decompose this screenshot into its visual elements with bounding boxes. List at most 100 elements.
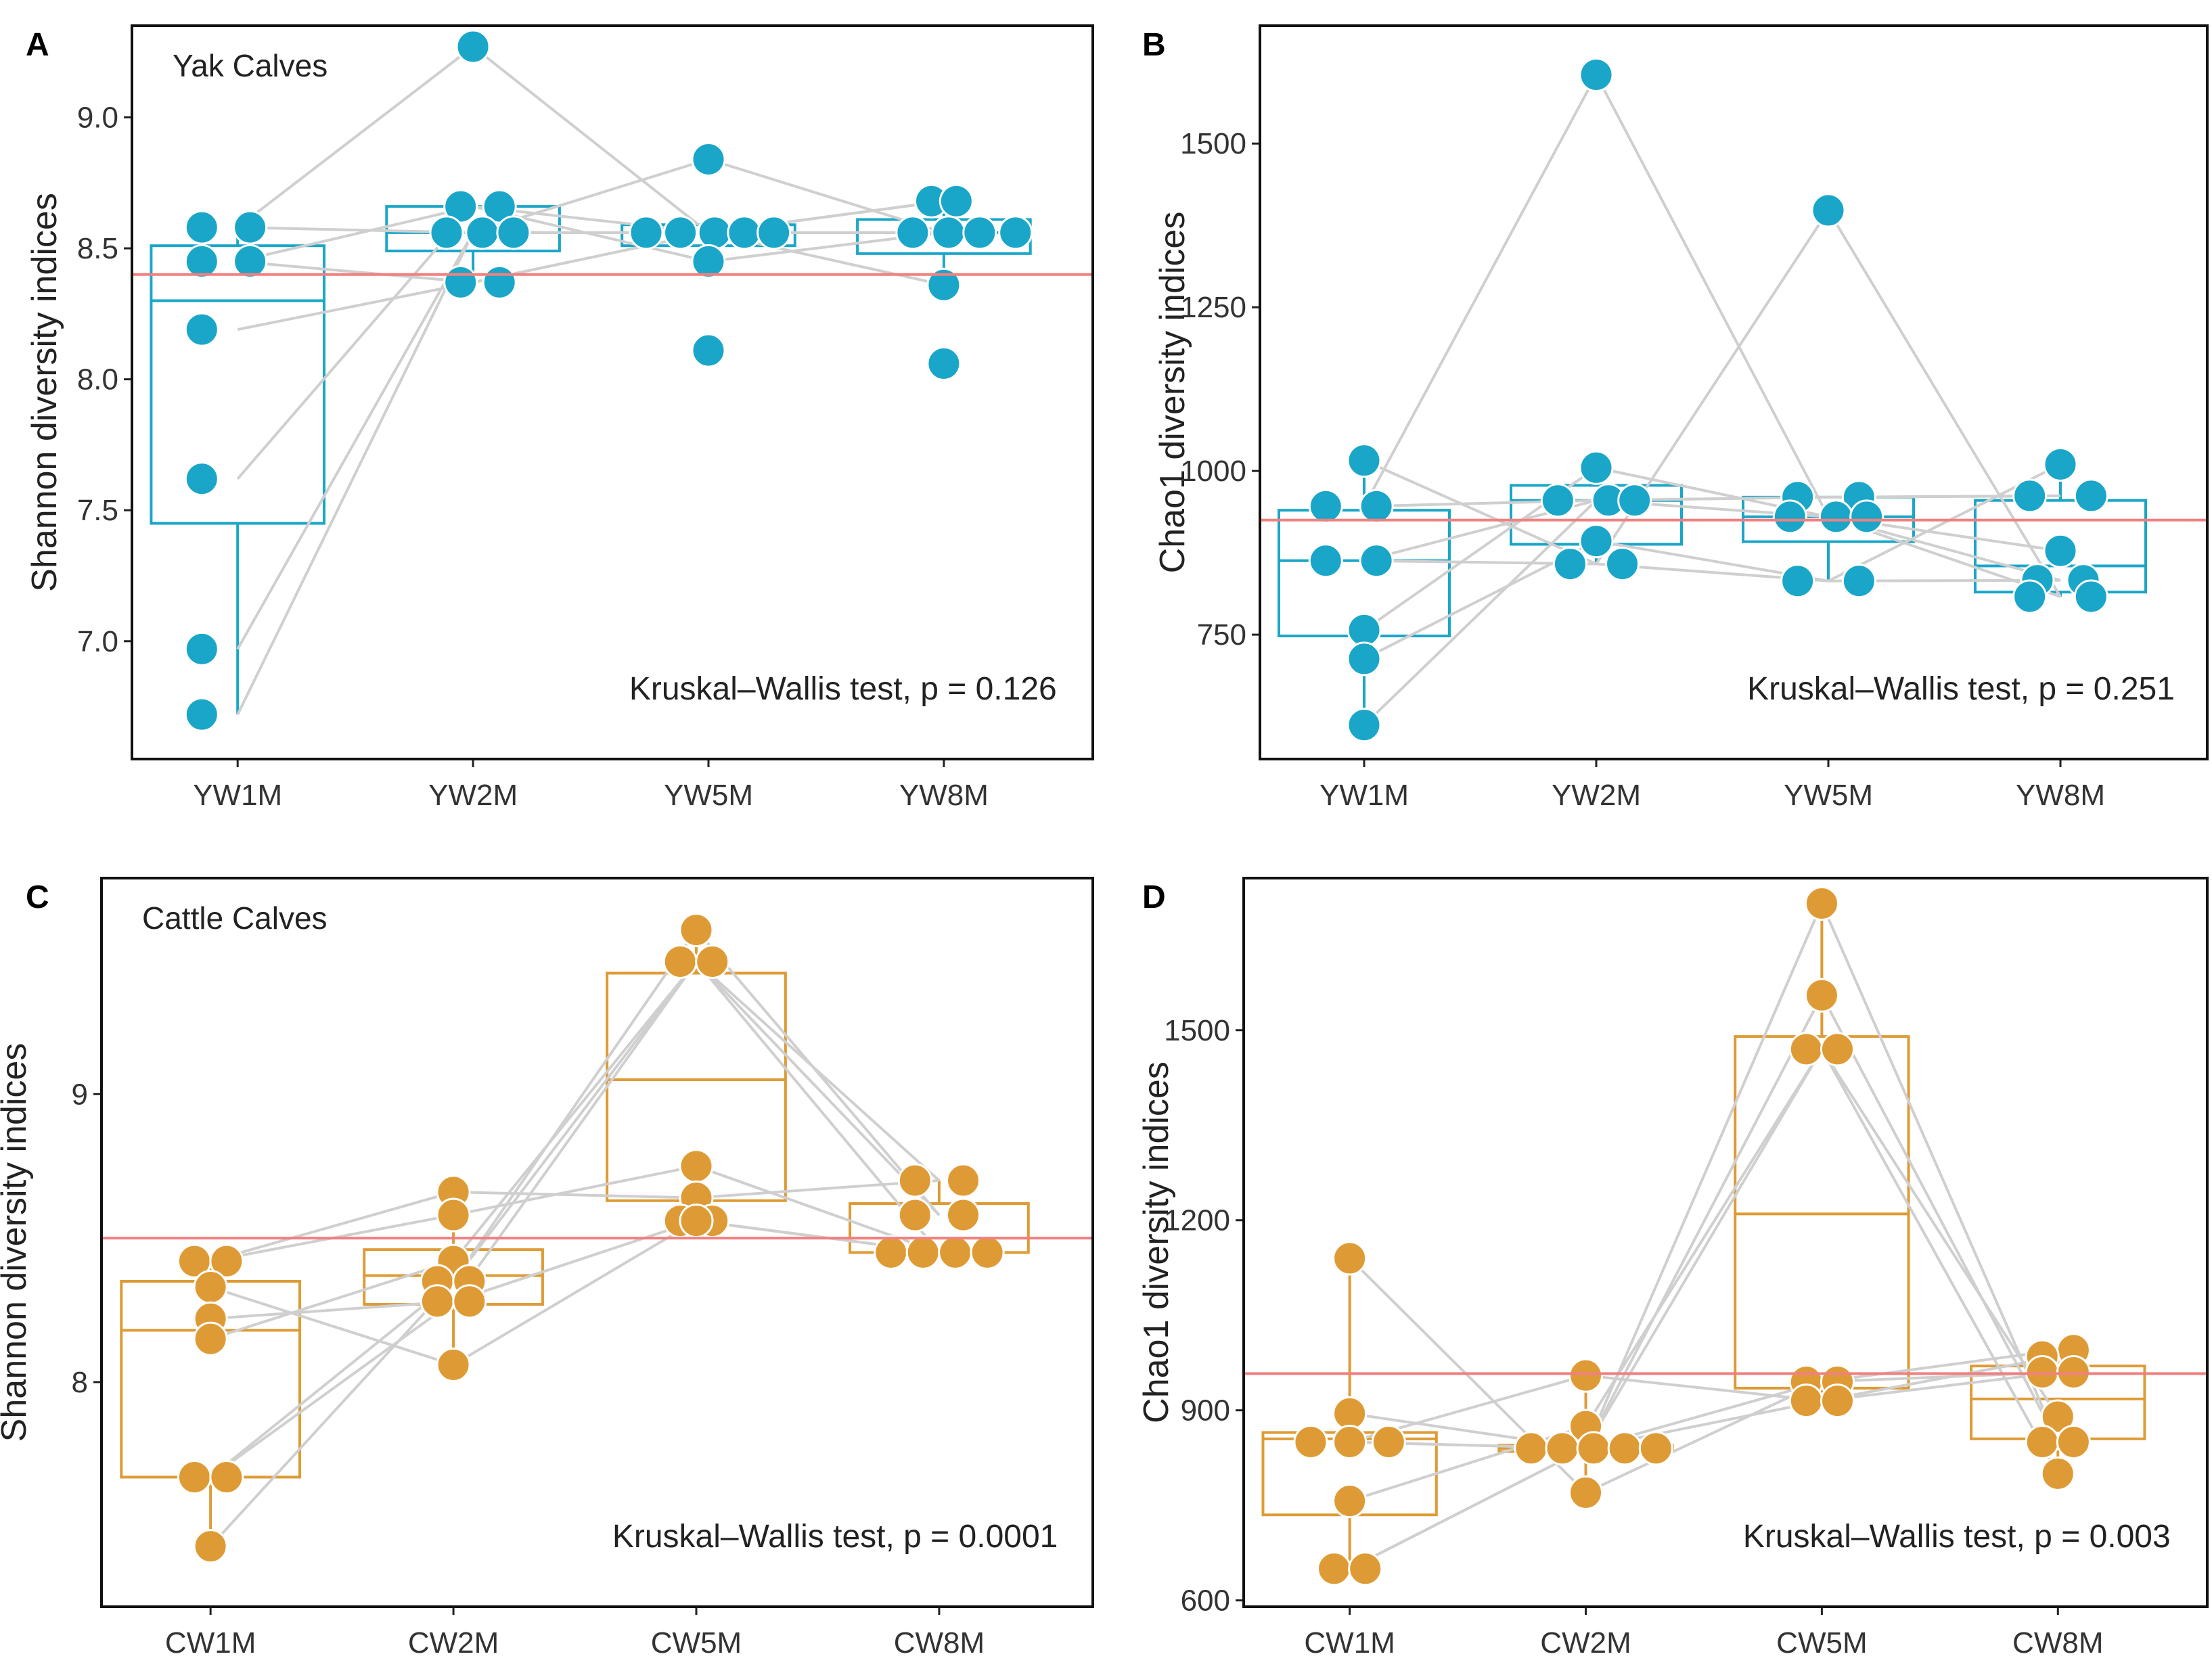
sample-trajectory [1363, 208, 2062, 598]
y-tick-label: 9 [72, 1078, 88, 1111]
data-point [496, 215, 531, 250]
sample-trajectory [1349, 1371, 2058, 1444]
data-point [1332, 1425, 1368, 1460]
plot-frame [1259, 24, 2209, 760]
data-point [1579, 58, 1614, 93]
plot-frame [1242, 877, 2209, 1608]
data-point [926, 346, 962, 381]
data-point [691, 244, 726, 279]
data-point [1371, 1425, 1406, 1460]
kruskal-wallis-annotation: Kruskal–Wallis test, p = 0.0001 [612, 1519, 1058, 1555]
y-tick-label: 8.5 [77, 232, 118, 265]
data-point [1347, 641, 1382, 677]
sample-trajectory [238, 231, 945, 287]
sample-trajectory [210, 1178, 940, 1263]
y-tick-label: 8.0 [77, 363, 118, 396]
data-point [691, 141, 726, 177]
data-point [1347, 612, 1382, 647]
panel-d: D Chao1 diversity indices 600 900 1200 1500 CW… [1137, 877, 2209, 1659]
sample-trajectory [209, 959, 941, 1479]
panel-subtitle: Cattle Calves [142, 900, 328, 936]
data-point [193, 1321, 228, 1356]
data-point [629, 215, 664, 250]
data-point [1293, 1425, 1328, 1460]
data-point [184, 210, 219, 245]
data-point [177, 1459, 212, 1494]
data-point [1780, 564, 1815, 599]
data-point [1788, 1383, 1824, 1419]
data-point [1540, 483, 1575, 518]
data-point [874, 1235, 909, 1270]
y-tick-label: 1500 [1180, 127, 1246, 160]
kruskal-wallis-annotation: Kruskal–Wallis test, p = 0.003 [1743, 1519, 2171, 1555]
data-point [2056, 1425, 2091, 1460]
sample-trajectory [236, 204, 945, 480]
data-point [209, 1243, 244, 1279]
data-point [2012, 478, 2048, 513]
data-point [1788, 1032, 1824, 1067]
panel-letter: C [26, 879, 49, 915]
panel-letter: D [1142, 879, 1166, 915]
sample-trajectory [1349, 1046, 2060, 1503]
y-tick-label: 7.0 [77, 625, 118, 658]
data-point [1308, 488, 1343, 524]
data-point [193, 1529, 228, 1564]
data-point [727, 215, 762, 250]
sample-trajectory [1363, 494, 2061, 508]
data-point [662, 944, 698, 979]
sample-trajectory [1349, 1047, 2059, 1570]
sample-trajectory [238, 158, 945, 234]
data-point [1804, 886, 1839, 921]
x-tick-label: CW5M [1776, 1626, 1867, 1659]
data-point [679, 1149, 714, 1184]
x-tick-label: CW5M [651, 1626, 742, 1659]
sample-trajectory [1349, 1371, 2058, 1450]
data-point [679, 1204, 714, 1239]
data-point [1841, 564, 1876, 599]
data-point [1568, 1475, 1604, 1510]
x-tick-label: YW8M [899, 779, 989, 812]
data-point [1348, 1551, 1383, 1586]
data-point [1820, 1383, 1855, 1419]
sample-trajectory [1363, 499, 2061, 727]
data-point [895, 215, 930, 250]
data-point [1347, 708, 1382, 743]
data-point [436, 1197, 471, 1233]
data-point [1605, 547, 1640, 582]
y-axis-label: Shannon diversity indices [0, 1043, 34, 1442]
data-point [1638, 1431, 1673, 1466]
sample-trajectory [236, 45, 944, 234]
sample-trajectory [209, 928, 941, 1478]
y-tick-label: 1200 [1164, 1204, 1230, 1237]
data-point [1568, 1358, 1604, 1393]
x-tick-label: YW5M [664, 779, 753, 812]
data-point [233, 210, 268, 245]
data-point [663, 215, 698, 250]
y-tick-label: 1250 [1180, 291, 1246, 324]
data-point [2040, 1456, 2075, 1491]
panel-letter: A [26, 27, 49, 63]
sample-trajectory [210, 959, 941, 1341]
data-point [1772, 499, 1807, 534]
data-point [2073, 478, 2108, 513]
sample-trajectory [1363, 466, 2061, 631]
y-tick-label: 600 [1181, 1584, 1230, 1618]
data-point [1579, 450, 1614, 485]
panel-b: B Chao1 diversity indices 750 1000 1250 1500 Y… [1142, 24, 2209, 812]
x-tick-label: CW2M [408, 1626, 499, 1659]
sample-trajectory [1363, 459, 2061, 582]
data-point [452, 1284, 487, 1319]
y-axis-label: Chao1 diversity indices [1153, 212, 1192, 574]
x-tick-label: YW1M [1319, 779, 1409, 812]
panel-letter: B [1142, 27, 1166, 63]
data-point [1576, 1431, 1611, 1466]
data-point [679, 913, 714, 948]
kruskal-wallis-annotation: Kruskal–Wallis test, p = 0.126 [629, 671, 1057, 707]
sample-trajectory [1349, 1355, 2058, 1450]
data-point [1820, 1032, 1855, 1067]
x-tick-label: CW1M [1304, 1626, 1395, 1659]
x-tick-label: YW1M [193, 779, 282, 812]
data-point [1347, 443, 1382, 478]
data-point [1849, 499, 1884, 534]
sample-trajectory [237, 200, 945, 263]
